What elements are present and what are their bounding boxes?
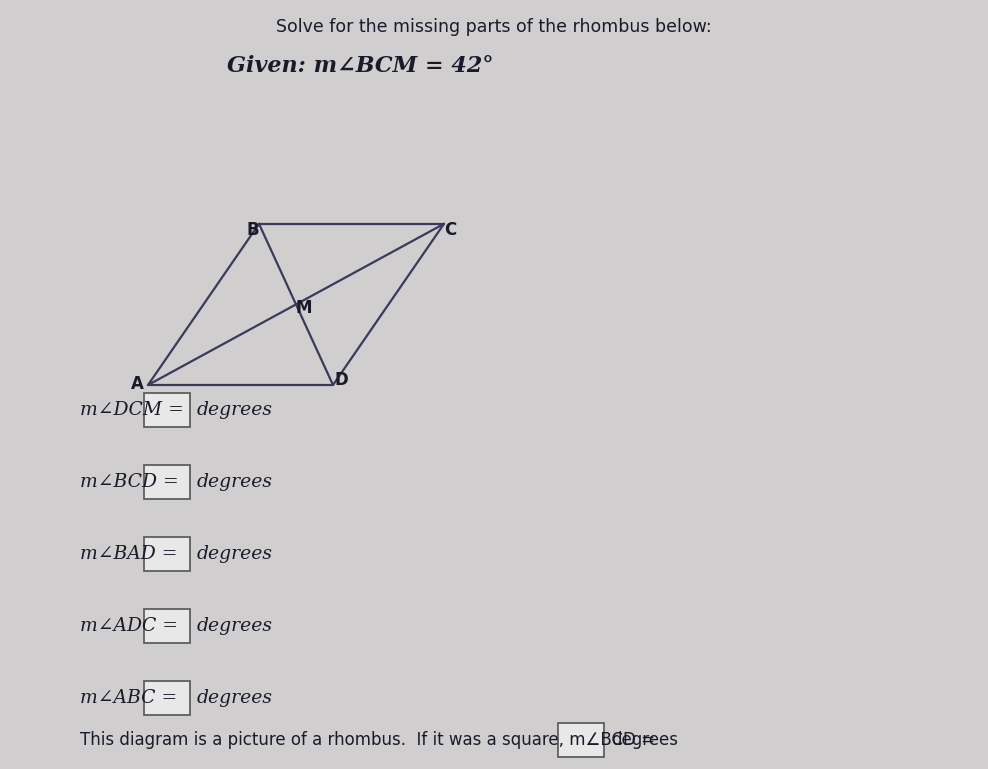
Text: Solve for the missing parts of the rhombus below:: Solve for the missing parts of the rhomb… <box>277 18 711 36</box>
Text: Given: m∠BCM = 42°: Given: m∠BCM = 42° <box>227 55 493 77</box>
Text: m∠DCM =: m∠DCM = <box>80 401 184 419</box>
FancyBboxPatch shape <box>143 681 190 715</box>
Text: m∠ADC =: m∠ADC = <box>80 617 178 635</box>
Text: This diagram is a picture of a rhombus.  If it was a square, m∠BCD =: This diagram is a picture of a rhombus. … <box>80 731 655 749</box>
Text: degrees: degrees <box>197 401 273 419</box>
Text: degrees: degrees <box>197 689 273 707</box>
FancyBboxPatch shape <box>143 465 190 499</box>
Text: C: C <box>445 221 456 238</box>
Text: B: B <box>246 221 259 238</box>
FancyBboxPatch shape <box>143 609 190 643</box>
Text: M: M <box>295 299 312 318</box>
Text: m∠BAD =: m∠BAD = <box>80 545 178 563</box>
Text: m∠ABC =: m∠ABC = <box>80 689 177 707</box>
Text: degrees: degrees <box>197 545 273 563</box>
Text: degrees: degrees <box>197 473 273 491</box>
FancyBboxPatch shape <box>143 393 190 427</box>
FancyBboxPatch shape <box>143 537 190 571</box>
FancyBboxPatch shape <box>558 723 604 757</box>
Text: A: A <box>131 375 144 393</box>
Text: degrees: degrees <box>197 617 273 635</box>
Text: degrees: degrees <box>611 731 678 749</box>
Text: m∠BCD =: m∠BCD = <box>80 473 179 491</box>
Text: D: D <box>334 371 348 389</box>
